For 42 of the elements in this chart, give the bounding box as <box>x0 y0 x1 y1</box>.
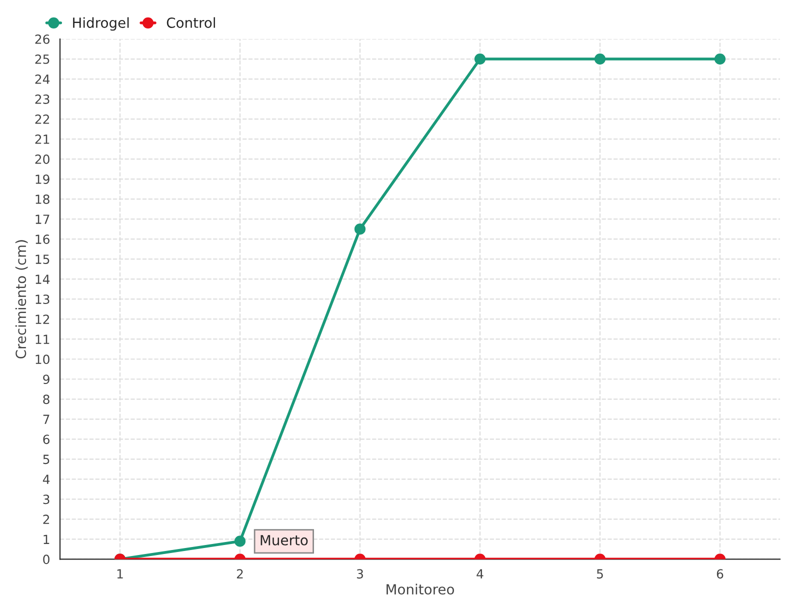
y-tick-label: 16 <box>36 234 50 244</box>
x-tick-label: 5 <box>596 569 603 579</box>
x-tick-label: 4 <box>476 569 484 578</box>
y-tick-label: 23 <box>35 94 50 104</box>
legend-label: Control <box>166 17 215 28</box>
y-tick-label: 0 <box>43 554 50 564</box>
point <box>714 53 726 65</box>
legend-label: Hidrogel <box>73 17 129 31</box>
y-axis-title: Crecimiento (cm) <box>15 240 28 358</box>
x-tick-label: 6 <box>716 569 724 579</box>
y-tick-label: 13 <box>36 294 50 304</box>
y-tick-label: 9 <box>43 374 50 384</box>
y-tick-label: 2 <box>43 514 50 524</box>
y-tick-label: 10 <box>36 354 50 364</box>
y-tick-label: 17 <box>36 214 50 224</box>
y-tick-label: 6 <box>43 434 50 444</box>
x-tick-label: 1 <box>117 569 123 578</box>
x-axis-title: Monitoreo <box>386 584 454 595</box>
y-tick-label: 19 <box>36 174 50 184</box>
y-tick-label: 26 <box>35 34 50 44</box>
y-tick-label: 12 <box>36 314 50 324</box>
x-tick-label: 3 <box>356 569 363 579</box>
annotation: Muerto <box>260 535 308 546</box>
y-tick-label: 20 <box>35 154 50 164</box>
y-tick-label: 7 <box>43 414 50 424</box>
y-tick-label: 18 <box>36 194 50 204</box>
y-tick-label: 14 <box>36 274 50 284</box>
y-tick-label: 1 <box>44 534 50 544</box>
y-tick-label: 22 <box>35 114 50 124</box>
point <box>354 224 366 235</box>
y-tick-label: 5 <box>43 454 50 464</box>
y-tick-label: 21 <box>35 134 50 144</box>
point <box>594 53 606 65</box>
x-tick-label: 2 <box>236 569 243 578</box>
y-tick-label: 3 <box>43 494 50 504</box>
y-tick-label: 4 <box>42 474 50 484</box>
y-tick-label: 24 <box>35 74 50 84</box>
y-tick-label: 25 <box>35 54 50 64</box>
point <box>474 53 486 65</box>
y-tick-label: 15 <box>36 254 50 264</box>
y-tick-label: 8 <box>43 394 50 404</box>
y-tick-label: 11 <box>36 334 50 344</box>
